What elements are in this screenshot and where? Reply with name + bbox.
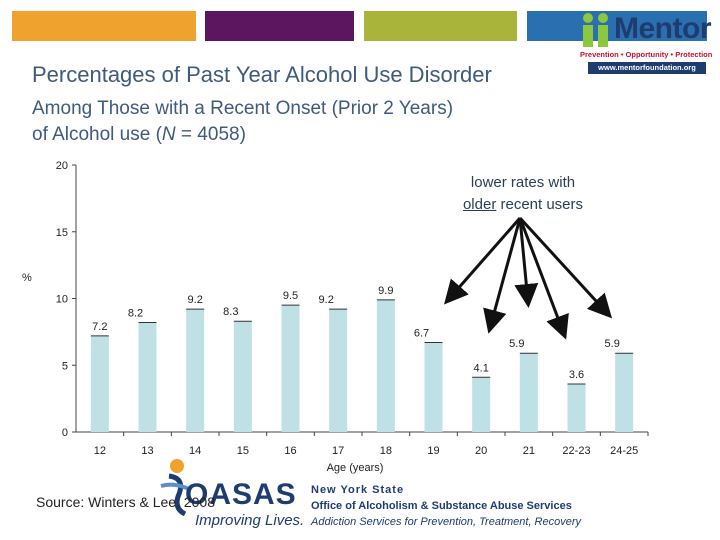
x-tick-label: 18 — [380, 445, 392, 457]
x-tick-label: 12 — [94, 445, 106, 457]
subtitle-line-2: of Alcohol use (N = 4058) — [32, 122, 453, 148]
annotation-underlined: older — [462, 196, 497, 213]
oasas-tagline: Improving Lives. — [195, 512, 305, 529]
x-axis-label: Age (years) — [326, 462, 384, 474]
data-label: 8.2 — [128, 308, 143, 320]
annotation-line-1: lower rates with — [470, 174, 576, 191]
data-label: 9.9 — [378, 285, 393, 297]
mentor-people-icon — [583, 13, 608, 47]
annotation-arrow — [514, 217, 539, 308]
y-axis-label: % — [22, 272, 32, 284]
header-band-orange — [12, 11, 196, 41]
mentor-logo-tagline: Prevention • Opportunity • Protection — [580, 50, 713, 59]
annotation-arrow — [444, 217, 522, 305]
x-tick-label: 24-25 — [610, 445, 638, 457]
header-band-purple — [205, 11, 354, 41]
oasas-logo: OASAS Improving Lives. New York State Of… — [155, 456, 615, 536]
subtitle-line-1: Among Those with a Recent Onset (Prior 2… — [32, 98, 454, 119]
y-tick-label: 15 — [56, 227, 68, 239]
bar — [233, 321, 252, 432]
slide-subtitle: Among Those with a Recent Onset (Prior 2… — [32, 96, 453, 148]
annotation-arrow — [483, 217, 522, 334]
header-band-olive — [364, 11, 517, 41]
oasas-line-3: Addiction Services for Prevention, Treat… — [311, 516, 582, 528]
x-tick-label: 17 — [332, 445, 344, 457]
oasas-line-1: New York State — [311, 484, 405, 496]
data-label: 9.5 — [283, 290, 298, 302]
y-tick-label: 20 — [56, 160, 68, 172]
mentor-logo: Mentor Prevention • Opportunity • Protec… — [578, 10, 712, 80]
data-label: 9.2 — [188, 294, 203, 306]
data-label: 6.7 — [414, 328, 429, 340]
annotation-arrow — [518, 216, 613, 319]
bar — [615, 353, 634, 432]
bar — [376, 299, 395, 432]
data-label: 5.9 — [509, 338, 524, 350]
subtitle-pre: of Alcohol use ( — [32, 124, 162, 145]
data-label: 4.1 — [474, 362, 489, 374]
oasas-wordmark: OASAS — [185, 478, 297, 511]
bar — [281, 305, 300, 432]
x-tick-label: 16 — [284, 445, 296, 457]
y-tick-label: 5 — [62, 360, 68, 372]
bar — [567, 383, 586, 432]
data-label: 9.2 — [319, 294, 334, 306]
mentor-logo-url: www.mentorfoundation.org — [588, 62, 706, 74]
bar — [424, 342, 443, 432]
x-tick-label: 15 — [237, 445, 249, 457]
header-band-blue — [527, 11, 707, 41]
slide-title: Percentages of Past Year Alcohol Use Dis… — [32, 62, 492, 87]
bar — [186, 309, 205, 432]
oasas-line-2: Office of Alcoholism & Substance Abuse S… — [311, 500, 572, 512]
bar — [138, 322, 157, 432]
bar — [329, 309, 348, 432]
data-label: 5.9 — [605, 338, 620, 350]
y-tick-label: 0 — [62, 427, 68, 439]
bar — [90, 335, 109, 432]
data-label: 8.3 — [223, 306, 238, 318]
annotation-arrow — [518, 217, 569, 340]
bar — [519, 353, 538, 432]
x-tick-label: 22-23 — [562, 445, 590, 457]
chart-annotation: lower rates with older recent users — [440, 172, 606, 216]
data-label: 3.6 — [569, 369, 584, 381]
subtitle-n: N — [161, 124, 176, 145]
subtitle-post: = 4058) — [175, 124, 246, 145]
bar — [472, 377, 491, 432]
y-tick-label: 10 — [56, 294, 68, 306]
oasas-figure-icon — [160, 459, 192, 516]
annotation-line-2: older recent users — [440, 194, 606, 216]
mentor-logo-name: Mentor — [614, 12, 712, 45]
x-tick-label: 21 — [523, 445, 535, 457]
x-tick-label: 19 — [427, 445, 439, 457]
data-label: 7.2 — [92, 321, 107, 333]
x-tick-label: 20 — [475, 445, 487, 457]
annotation-rest: recent users — [496, 196, 584, 213]
x-tick-label: 14 — [189, 445, 201, 457]
source-citation: Source: Winters & Lee, 2008 — [36, 494, 215, 510]
x-tick-label: 13 — [141, 445, 153, 457]
